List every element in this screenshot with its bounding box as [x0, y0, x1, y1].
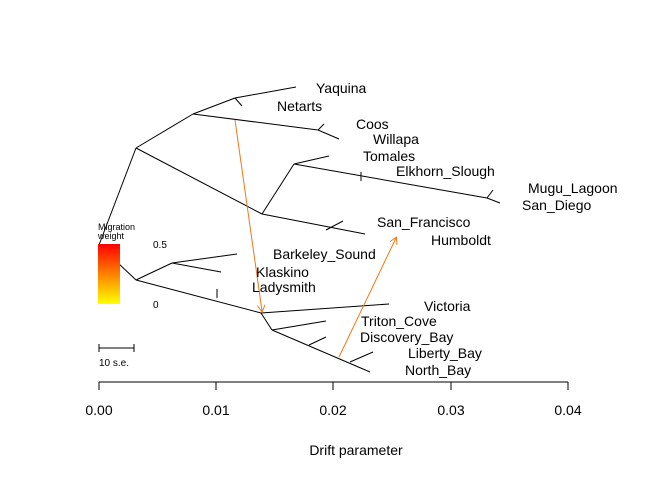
x-tick-label-0: 0.00	[85, 402, 112, 418]
edge-sandiego-leaf	[486, 197, 501, 204]
edge-mid-cal	[261, 163, 295, 215]
leaf-klaskino: Klaskino	[256, 264, 309, 280]
leaf-yaquina: Yaquina	[316, 80, 367, 96]
edge-upper-coos	[192, 113, 319, 131]
edge-salish-sound	[260, 312, 273, 331]
edge-netarts-leaf	[234, 97, 243, 107]
edge-upper-yaquina	[192, 97, 236, 115]
leaf-ladysmith: Ladysmith	[252, 279, 316, 295]
leaf-north-bay: North_Bay	[405, 362, 471, 378]
migration-edges	[234, 119, 396, 358]
scale-bar-label: 10 s.e.	[99, 358, 129, 369]
edge-klaskino-leaf	[171, 262, 222, 273]
x-tick-label-1: 0.01	[202, 402, 229, 418]
edge-bc-salish	[135, 279, 262, 314]
x-tick-label-2: 0.02	[319, 402, 346, 418]
edge-cal-south	[293, 163, 488, 199]
edge-root-upper	[135, 113, 194, 149]
leaf-coos: Coos	[356, 116, 389, 132]
leaf-barkeley-sound: Barkeley_Sound	[273, 246, 376, 262]
leaf-victoria: Victoria	[424, 298, 471, 314]
edge-yaquina-leaf	[234, 86, 297, 99]
edge-mugu-leaf	[486, 189, 494, 199]
leaf-liberty-bay: Liberty_Bay	[408, 345, 482, 361]
edge-bc-barkeley	[135, 262, 173, 281]
leaf-san-diego: San_Diego	[522, 197, 591, 213]
edge-sf-tick	[325, 220, 344, 231]
leaf-triton-cove: Triton_Cove	[361, 313, 437, 329]
migration-arrow-1	[234, 119, 262, 311]
x-tick-label-4: 0.04	[554, 402, 581, 418]
leaf-willapa: Willapa	[373, 131, 419, 147]
edge-victoria-leaf	[260, 303, 390, 314]
edge-tomales-leaf	[293, 155, 330, 165]
edge-discovery-leaf	[308, 336, 327, 346]
leaf-elkhorn-slough: Elkhorn_Slough	[396, 163, 495, 179]
leaf-discovery-bay: Discovery_Bay	[360, 329, 453, 345]
legend-title-line1: Migration	[98, 222, 135, 232]
legend-max-label: 0.5	[153, 240, 167, 251]
x-tick-label-3: 0.03	[437, 402, 464, 418]
edge-willapa-leaf	[317, 129, 340, 140]
edge-triton-leaf	[271, 320, 327, 331]
edge-coos-leaf	[317, 123, 325, 131]
legend-min-label: 0	[153, 300, 159, 311]
legend-gradient-bar	[98, 244, 120, 304]
edge-root-lower	[98, 147, 137, 246]
x-axis-label: Drift parameter	[309, 442, 403, 458]
leaf-mugu-lagoon: Mugu_Lagoon	[528, 180, 618, 196]
leaf-humboldt: Humboldt	[431, 232, 491, 248]
leaf-netarts: Netarts	[277, 98, 322, 114]
migration-arrow-2	[338, 238, 396, 358]
scale-bar: 10 s.e.	[98, 344, 135, 369]
leaf-labels: Yaquina Netarts Coos Willapa Tomales Elk…	[252, 80, 618, 378]
edge-sound-north	[271, 329, 371, 373]
edge-liberty-leaf	[349, 351, 374, 363]
edge-root-mid	[135, 147, 263, 215]
leaf-san-francisco: San_Francisco	[377, 214, 471, 230]
leaf-tomales: Tomales	[363, 148, 415, 164]
migration-legend: Migration weight 0.5 0	[97, 222, 167, 311]
edge-barkeley-leaf	[171, 253, 238, 264]
edge-mid-sf	[261, 213, 366, 235]
x-axis: 0.00 0.01 0.02 0.03 0.04 Drift parameter	[85, 381, 582, 458]
legend-title-line2: weight	[97, 231, 125, 241]
